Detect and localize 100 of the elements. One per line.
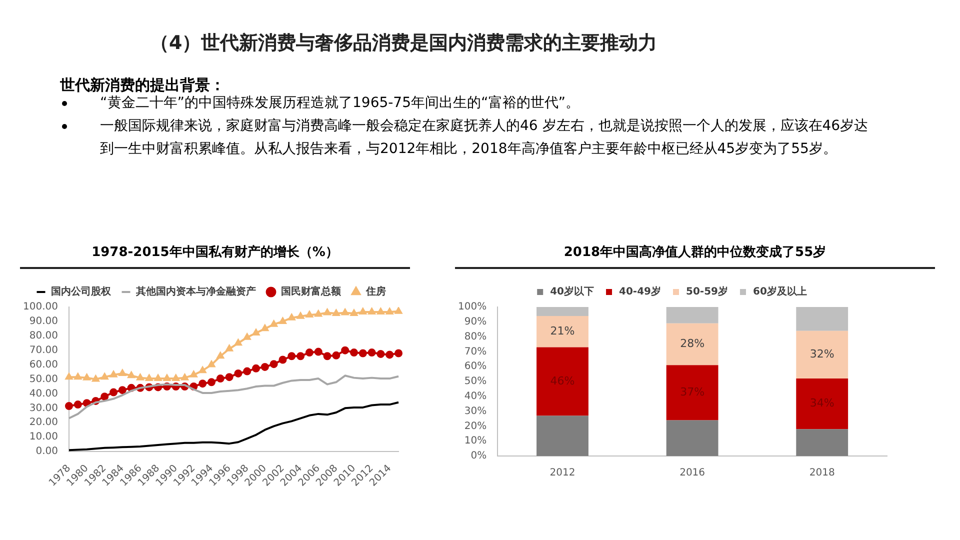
data-label: 28% xyxy=(680,337,705,350)
legend-label: 住房 xyxy=(365,286,386,298)
y-tick-label: 30% xyxy=(464,406,487,417)
point xyxy=(118,369,126,376)
point xyxy=(288,352,296,360)
point xyxy=(386,350,394,359)
text: 世代新消费的提出背景： xyxy=(60,76,225,95)
y-tick-label: 0.00 xyxy=(36,446,58,458)
y-tick-label: 80% xyxy=(464,331,487,342)
legend-label: 其他国内资本与净金融资产 xyxy=(135,286,256,298)
point xyxy=(376,350,385,358)
y-tick-label: 70% xyxy=(464,346,487,358)
point xyxy=(65,373,73,380)
y-tick-label: 60% xyxy=(464,361,487,372)
point xyxy=(208,360,216,368)
data-label: 37% xyxy=(680,386,705,399)
bar xyxy=(666,307,718,324)
point xyxy=(92,375,100,382)
y-tick-label: 90% xyxy=(464,316,487,328)
y-tick-label: 60.00 xyxy=(29,359,58,370)
point xyxy=(110,388,118,396)
data-label: 21% xyxy=(550,324,575,338)
point xyxy=(234,369,242,378)
point xyxy=(243,367,252,376)
x-tick-label: 2018 xyxy=(809,468,835,479)
point xyxy=(323,352,332,360)
point xyxy=(172,374,180,382)
point xyxy=(136,374,144,380)
point xyxy=(270,320,278,327)
chart-title: 2018年中国高净值人群的中位数变成了55岁 xyxy=(455,243,935,269)
bar xyxy=(536,416,588,456)
point xyxy=(270,360,278,368)
point xyxy=(101,373,108,380)
point xyxy=(288,314,296,320)
point xyxy=(368,308,376,315)
point xyxy=(386,308,394,315)
point xyxy=(324,308,331,316)
legend-label: 国内公司股权 xyxy=(51,286,112,298)
point xyxy=(306,310,314,318)
y-tick-label: 10% xyxy=(464,436,487,447)
point xyxy=(341,346,350,354)
legend-label: 40岁以下 xyxy=(550,286,594,298)
point xyxy=(244,333,251,340)
point xyxy=(332,351,340,360)
point xyxy=(128,372,135,378)
point xyxy=(350,348,358,357)
bar xyxy=(536,347,588,416)
point xyxy=(181,374,188,380)
point xyxy=(74,400,82,409)
data-label: 32% xyxy=(810,348,834,361)
x-tick-label: 2012 xyxy=(550,468,576,479)
point xyxy=(252,364,260,372)
point xyxy=(100,392,109,401)
point xyxy=(225,373,234,382)
y-tick-label: 20% xyxy=(464,420,487,432)
y-tick-label: 70.00 xyxy=(29,344,58,356)
bar xyxy=(796,429,848,456)
chart-title: 1978-2015年中国私有财产的增长（%） xyxy=(20,243,410,269)
text: “黄金二十年”的中国特殊发展历程造就了1965-75年间出生的“富裕的世代”。 xyxy=(100,95,580,111)
x-tick-label: 2016 xyxy=(680,468,706,479)
point xyxy=(118,386,126,394)
point xyxy=(314,310,322,317)
point xyxy=(358,349,367,358)
point xyxy=(278,356,287,364)
y-tick-label: 10.00 xyxy=(29,432,58,443)
legend-label: 国民财富总额 xyxy=(281,286,342,298)
point xyxy=(154,374,162,382)
point xyxy=(216,352,224,359)
point xyxy=(296,312,304,319)
bar xyxy=(536,316,588,348)
point xyxy=(216,374,224,383)
y-tick-label: 40.00 xyxy=(29,388,58,400)
point xyxy=(234,339,242,346)
y-tick-label: 30.00 xyxy=(29,402,58,414)
y-tick-label: 50% xyxy=(464,376,487,388)
point xyxy=(146,374,153,382)
point xyxy=(394,349,403,358)
point xyxy=(314,348,322,356)
point xyxy=(163,374,171,382)
bar xyxy=(666,365,718,420)
point xyxy=(83,374,90,380)
point xyxy=(198,380,207,388)
point xyxy=(110,370,118,378)
y-tick-label: 50.00 xyxy=(29,374,58,385)
bar xyxy=(666,420,718,456)
point xyxy=(261,324,269,332)
text: 一般国际规律来说，家庭财富与消费高峰一般会稳定在家庭抚养人的46 岁左右，也就是说按照一个人的发展，应该在46岁达到一生中财富积累峰值。从私人报告来看，与2012年相比，2018年高净值客户主要年龄中枢已经从45岁变为了55岁。 xyxy=(100,117,870,159)
bar xyxy=(796,330,848,379)
point xyxy=(252,329,260,336)
point xyxy=(198,366,206,374)
legend-label: 40-49岁 xyxy=(619,286,661,298)
point xyxy=(64,402,73,410)
point xyxy=(226,344,233,352)
y-tick-label: 40% xyxy=(464,390,487,402)
text: （4）世代新消费与奢侈品消费是国内消费需求的主要推动力 xyxy=(150,31,658,56)
data-label: 46% xyxy=(550,374,575,388)
point xyxy=(394,307,402,314)
point xyxy=(368,348,376,357)
point xyxy=(260,362,269,371)
point xyxy=(350,310,358,316)
